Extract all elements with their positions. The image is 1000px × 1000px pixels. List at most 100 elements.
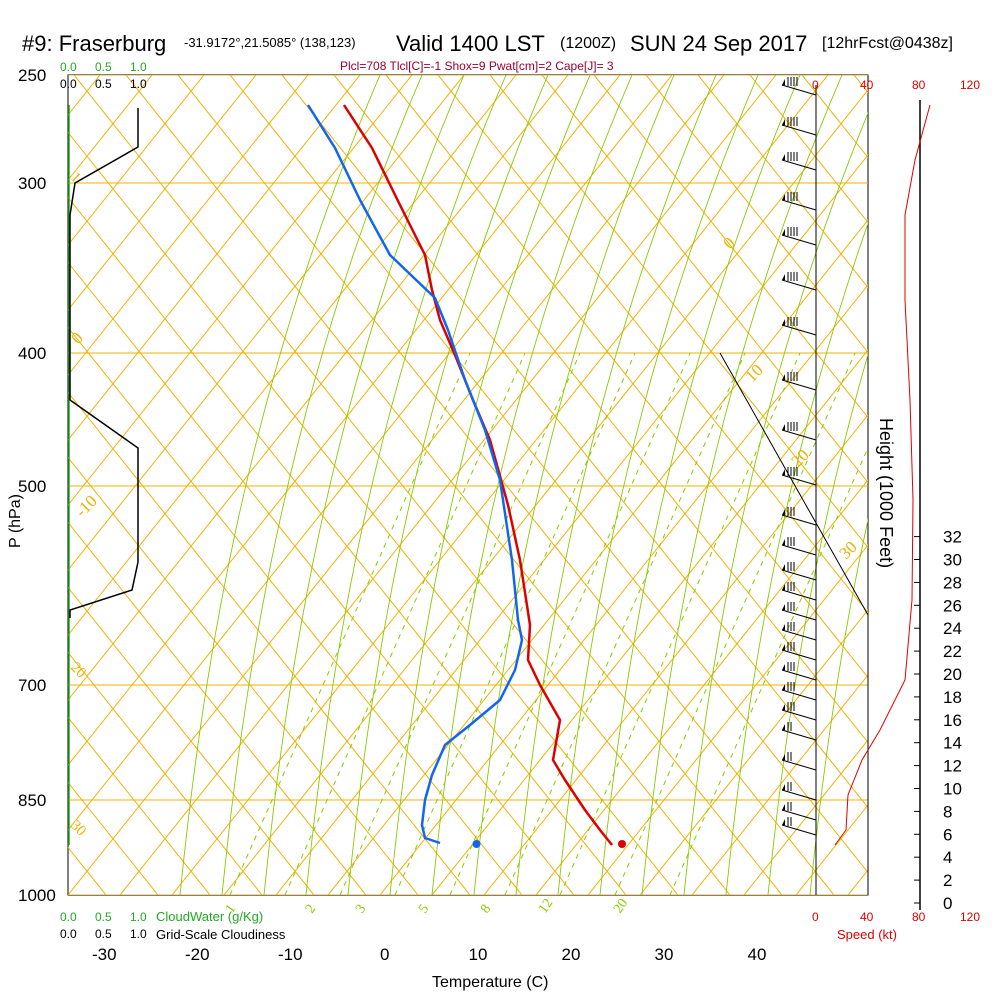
wind-barb-flag — [782, 469, 785, 475]
wind-barb — [781, 227, 817, 246]
temperature-tick-label: -30 — [92, 945, 117, 964]
cloudwater-tick-top: 0.5 — [95, 60, 112, 74]
temperature-line — [342, 104, 613, 846]
isotherm-line — [535, 479, 868, 895]
isotherm-line — [68, 75, 361, 441]
height-tick-label: 16 — [943, 711, 962, 730]
moist-adiabat — [809, 518, 868, 895]
wind-barb-staff — [781, 824, 817, 836]
mixing-ratio-line — [669, 446, 868, 895]
cloudiness-tick-bottom: 0.0 — [60, 927, 77, 941]
cloudwater-tick-top: 1.0 — [130, 60, 147, 74]
wind-barb-flag — [782, 229, 785, 235]
adiabat-line — [177, 75, 835, 895]
mixing-ratio-label: 5 — [416, 902, 432, 916]
wind-barb-staff — [781, 429, 817, 441]
wind-barb-flag — [782, 584, 785, 590]
cloudwater-tick-bottom: 0.5 — [95, 910, 112, 924]
wind-barb — [781, 602, 817, 621]
height-tick-label: 20 — [943, 665, 962, 684]
moist-adiabat — [515, 75, 717, 895]
height-tick-label: 8 — [943, 802, 952, 821]
wind-barb-flag — [782, 784, 785, 790]
height-tick-label: 4 — [943, 848, 952, 867]
cloudwater-tick-bottom: 1.0 — [130, 910, 147, 924]
isotherm-line — [275, 154, 868, 895]
moist-adiabat — [179, 75, 381, 895]
adiabat-line — [68, 196, 627, 895]
adiabat-line — [697, 75, 868, 289]
wind-barb — [781, 582, 817, 601]
pressure-tick-label: 700 — [18, 676, 46, 695]
moist-adiabat — [641, 75, 843, 895]
wind-barb-staff — [781, 569, 817, 581]
height-tick-label: 22 — [943, 642, 962, 661]
pressure-tick-label: 400 — [18, 344, 46, 363]
adiabat-line — [281, 75, 868, 809]
wind-barb-flag — [782, 194, 785, 200]
isotherm-line — [431, 349, 868, 895]
height-tick-label: 14 — [943, 734, 962, 753]
isotherm-line — [483, 414, 868, 895]
wind-barb — [781, 117, 817, 136]
wind-barb — [781, 817, 817, 836]
mixing-ratio-line — [229, 352, 471, 895]
mixing-ratio-line — [284, 352, 526, 895]
zulu-time: (1200Z) — [560, 35, 616, 52]
wind-barb — [781, 662, 817, 681]
isotherm-line — [68, 75, 517, 636]
wind-barb-flag — [782, 274, 785, 280]
adiabat-line — [73, 75, 731, 895]
temperature-tick-label: 30 — [655, 945, 674, 964]
wind-barb-flag — [782, 624, 785, 630]
adiabat-line — [68, 391, 471, 895]
adiabat-line — [853, 75, 868, 94]
isotherm-line — [68, 75, 309, 376]
wind-barb-staff — [781, 324, 817, 336]
adiabat-line — [68, 456, 419, 895]
temperature-tick-label: 40 — [748, 945, 767, 964]
cloudiness-profile — [69, 108, 139, 618]
surface-dewpoint-marker — [472, 840, 481, 848]
height-tick-label: 12 — [943, 757, 962, 776]
wind-barb — [781, 192, 817, 211]
wind-barb-staff — [781, 809, 817, 821]
wind-barb-flag — [782, 724, 785, 730]
mixing-ratio-label: 8 — [478, 902, 494, 916]
wind-barb-staff — [781, 709, 817, 721]
wind-barb-staff — [781, 789, 817, 801]
speed-tick-bottom: 80 — [912, 910, 926, 924]
dewpoint-line — [306, 104, 524, 845]
height-tick-label: 18 — [943, 688, 962, 707]
wind-barb-flag — [782, 664, 785, 670]
wind-barb — [781, 562, 817, 581]
wind-barb — [781, 642, 817, 661]
height-tick-label: 30 — [943, 551, 962, 570]
wind-barb-staff — [781, 124, 817, 136]
height-tick-label: 0 — [943, 894, 952, 913]
moist-adiabat — [347, 75, 549, 895]
wind-barb-staff — [781, 544, 817, 556]
cloudwater-legend: CloudWater (g/Kg) — [156, 909, 263, 924]
adiabat-line — [333, 75, 868, 744]
wind-barb-flag — [782, 374, 785, 380]
wind-barb — [781, 782, 817, 801]
cloudiness-legend: Grid-Scale Cloudiness — [156, 927, 286, 942]
wind-barb — [781, 77, 817, 96]
mixing-ratio-line — [504, 352, 746, 895]
isotherm-line — [68, 75, 673, 831]
moist-adiabat — [305, 75, 507, 895]
adiabat-line — [593, 75, 868, 419]
y-axis-title: P (hPa) — [7, 494, 24, 548]
height-tick-label: 10 — [943, 780, 962, 799]
mixing-ratio-line — [449, 352, 691, 895]
isotherm-line — [68, 75, 465, 571]
wind-barb — [781, 722, 817, 741]
wind-barb-staff — [781, 234, 817, 246]
mixing-ratio-line — [394, 352, 636, 895]
height-tick-label: 28 — [943, 573, 962, 592]
mixing-ratio-label: 3 — [353, 902, 369, 916]
wind-barb-flag — [782, 684, 785, 690]
height-tick-label: 24 — [943, 619, 962, 638]
